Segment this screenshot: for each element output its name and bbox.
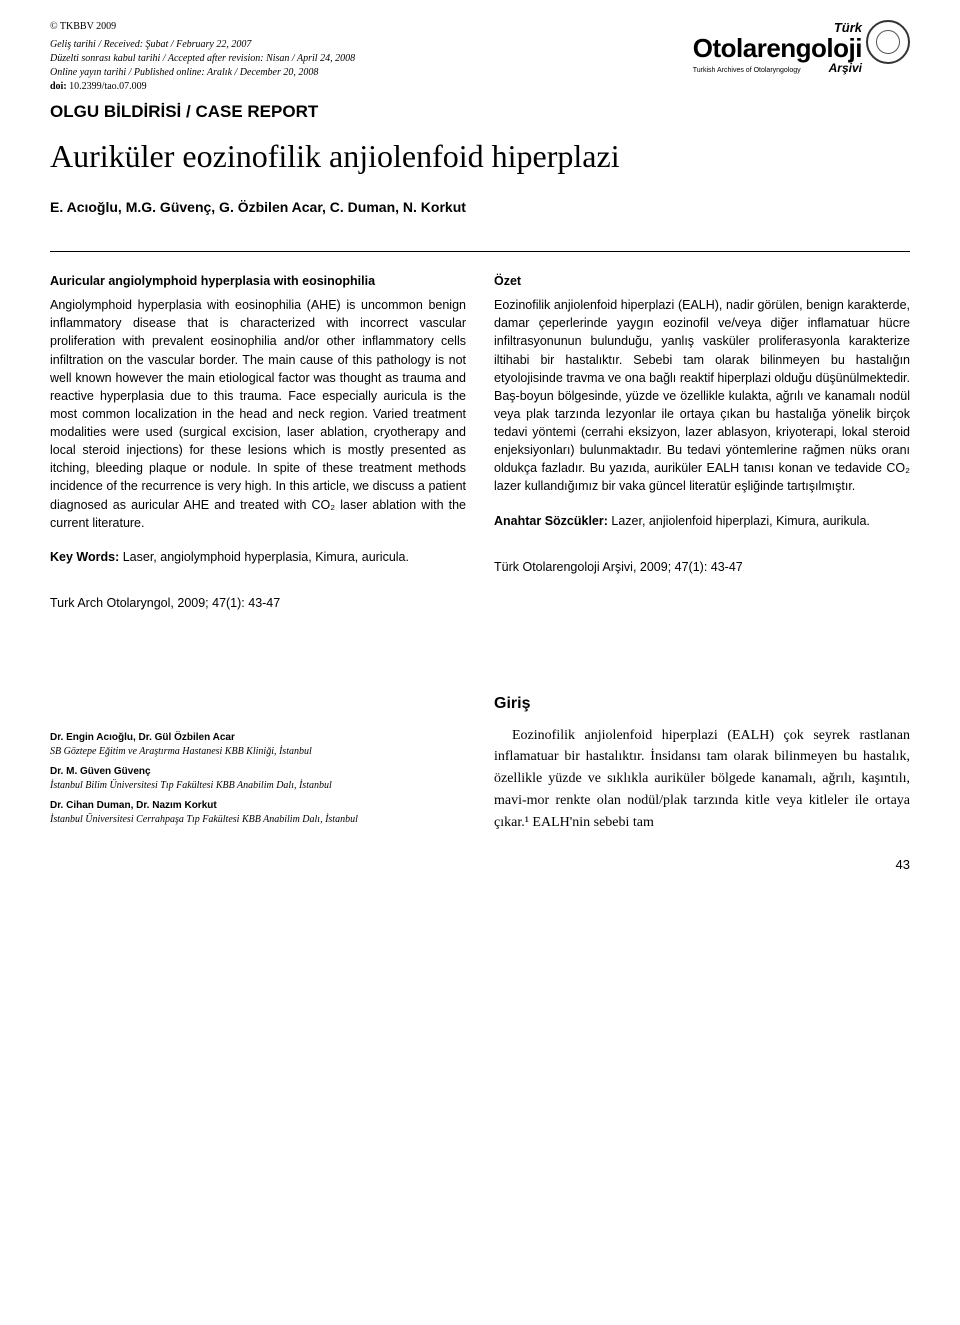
affiliation-block: Dr. M. Güven Güvenç İstanbul Bilim Ünive… — [50, 765, 466, 793]
intro-column: Giriş Eozinofilik anjiolenfoid hiperplaz… — [494, 692, 910, 833]
affil-inst: İstanbul Üniversitesi Cerrahpaşa Tıp Fak… — [50, 813, 466, 827]
received-line: Geliş tarihi / Received: Şubat / Februar… — [50, 38, 693, 52]
revised-line: Düzelti sonrası kabul tarihi / Accepted … — [50, 52, 693, 66]
meta-block: © TKBBV 2009 Geliş tarihi / Received: Şu… — [50, 20, 693, 94]
keywords-tr: Anahtar Sözcükler: Lazer, anjiolenfoid h… — [494, 512, 910, 530]
journal-subtitle: Turkish Archives of Otolaryngology — [693, 67, 801, 74]
doi-line: doi: 10.2399/tao.07.009 — [50, 80, 693, 94]
citation-en: Turk Arch Otolaryngol, 2009; 47(1): 43-4… — [50, 594, 466, 612]
bottom-section: Dr. Engin Acıoğlu, Dr. Gül Özbilen Acar … — [50, 692, 910, 833]
keywords-en-text: Laser, angiolymphoid hyperplasia, Kimura… — [123, 550, 409, 564]
abstract-turkish: Özet Eozinofilik anjiolenfoid hiperplazi… — [494, 272, 910, 612]
abstract-en-body: Angiolymphoid hyperplasia with eosinophi… — [50, 296, 466, 532]
page-number: 43 — [50, 857, 910, 872]
abstract-tr-title: Özet — [494, 272, 910, 290]
header-row: © TKBBV 2009 Geliş tarihi / Received: Şu… — [50, 20, 910, 94]
citation-tr: Türk Otolarengoloji Arşivi, 2009; 47(1):… — [494, 558, 910, 576]
abstract-columns: Auricular angiolymphoid hyperplasia with… — [50, 272, 910, 612]
affiliation-block: Dr. Engin Acıoğlu, Dr. Gül Özbilen Acar … — [50, 731, 466, 759]
published-line: Online yayın tarihi / Published online: … — [50, 66, 693, 80]
intro-heading: Giriş — [494, 692, 910, 717]
affiliation-block: Dr. Cihan Duman, Dr. Nazım Korkut İstanb… — [50, 799, 466, 827]
keywords-en: Key Words: Laser, angiolymphoid hyperpla… — [50, 548, 466, 566]
doi-value: 10.2399/tao.07.009 — [69, 81, 147, 92]
affil-name: Dr. Engin Acıoğlu, Dr. Gül Özbilen Acar — [50, 731, 466, 745]
article-title: Auriküler eozinofilik anjiolenfoid hiper… — [50, 138, 910, 175]
affil-inst: SB Göztepe Eğitim ve Araştırma Hastanesi… — [50, 745, 466, 759]
keywords-en-label: Key Words: — [50, 550, 119, 564]
abstract-tr-body: Eozinofilik anjiolenfoid hiperplazi (EAL… — [494, 296, 910, 495]
journal-main: Otolarengoloji — [693, 35, 862, 61]
keywords-tr-label: Anahtar Sözcükler: — [494, 514, 608, 528]
affil-inst: İstanbul Bilim Üniversitesi Tıp Fakültes… — [50, 779, 466, 793]
report-type: OLGU BİLDİRİSİ / CASE REPORT — [50, 102, 910, 122]
divider — [50, 251, 910, 252]
journal-logo-block: Türk Otolarengoloji Turkish Archives of … — [693, 20, 910, 75]
affil-name: Dr. Cihan Duman, Dr. Nazım Korkut — [50, 799, 466, 813]
abstract-english: Auricular angiolymphoid hyperplasia with… — [50, 272, 466, 612]
doi-label: doi: — [50, 81, 67, 92]
intro-paragraph: Eozinofilik anjiolenfoid hiperplazi (EAL… — [494, 725, 910, 833]
journal-arsivi: Arşivi — [829, 61, 862, 75]
keywords-tr-text: Lazer, anjiolenfoid hiperplazi, Kimura, … — [611, 514, 869, 528]
authors-line: E. Acıoğlu, M.G. Güvenç, G. Özbilen Acar… — [50, 199, 910, 215]
abstract-en-title: Auricular angiolymphoid hyperplasia with… — [50, 272, 466, 290]
copyright: © TKBBV 2009 — [50, 20, 693, 34]
journal-seal-icon — [866, 20, 910, 64]
affil-name: Dr. M. Güven Güvenç — [50, 765, 466, 779]
affiliations-column: Dr. Engin Acıoğlu, Dr. Gül Özbilen Acar … — [50, 692, 466, 833]
